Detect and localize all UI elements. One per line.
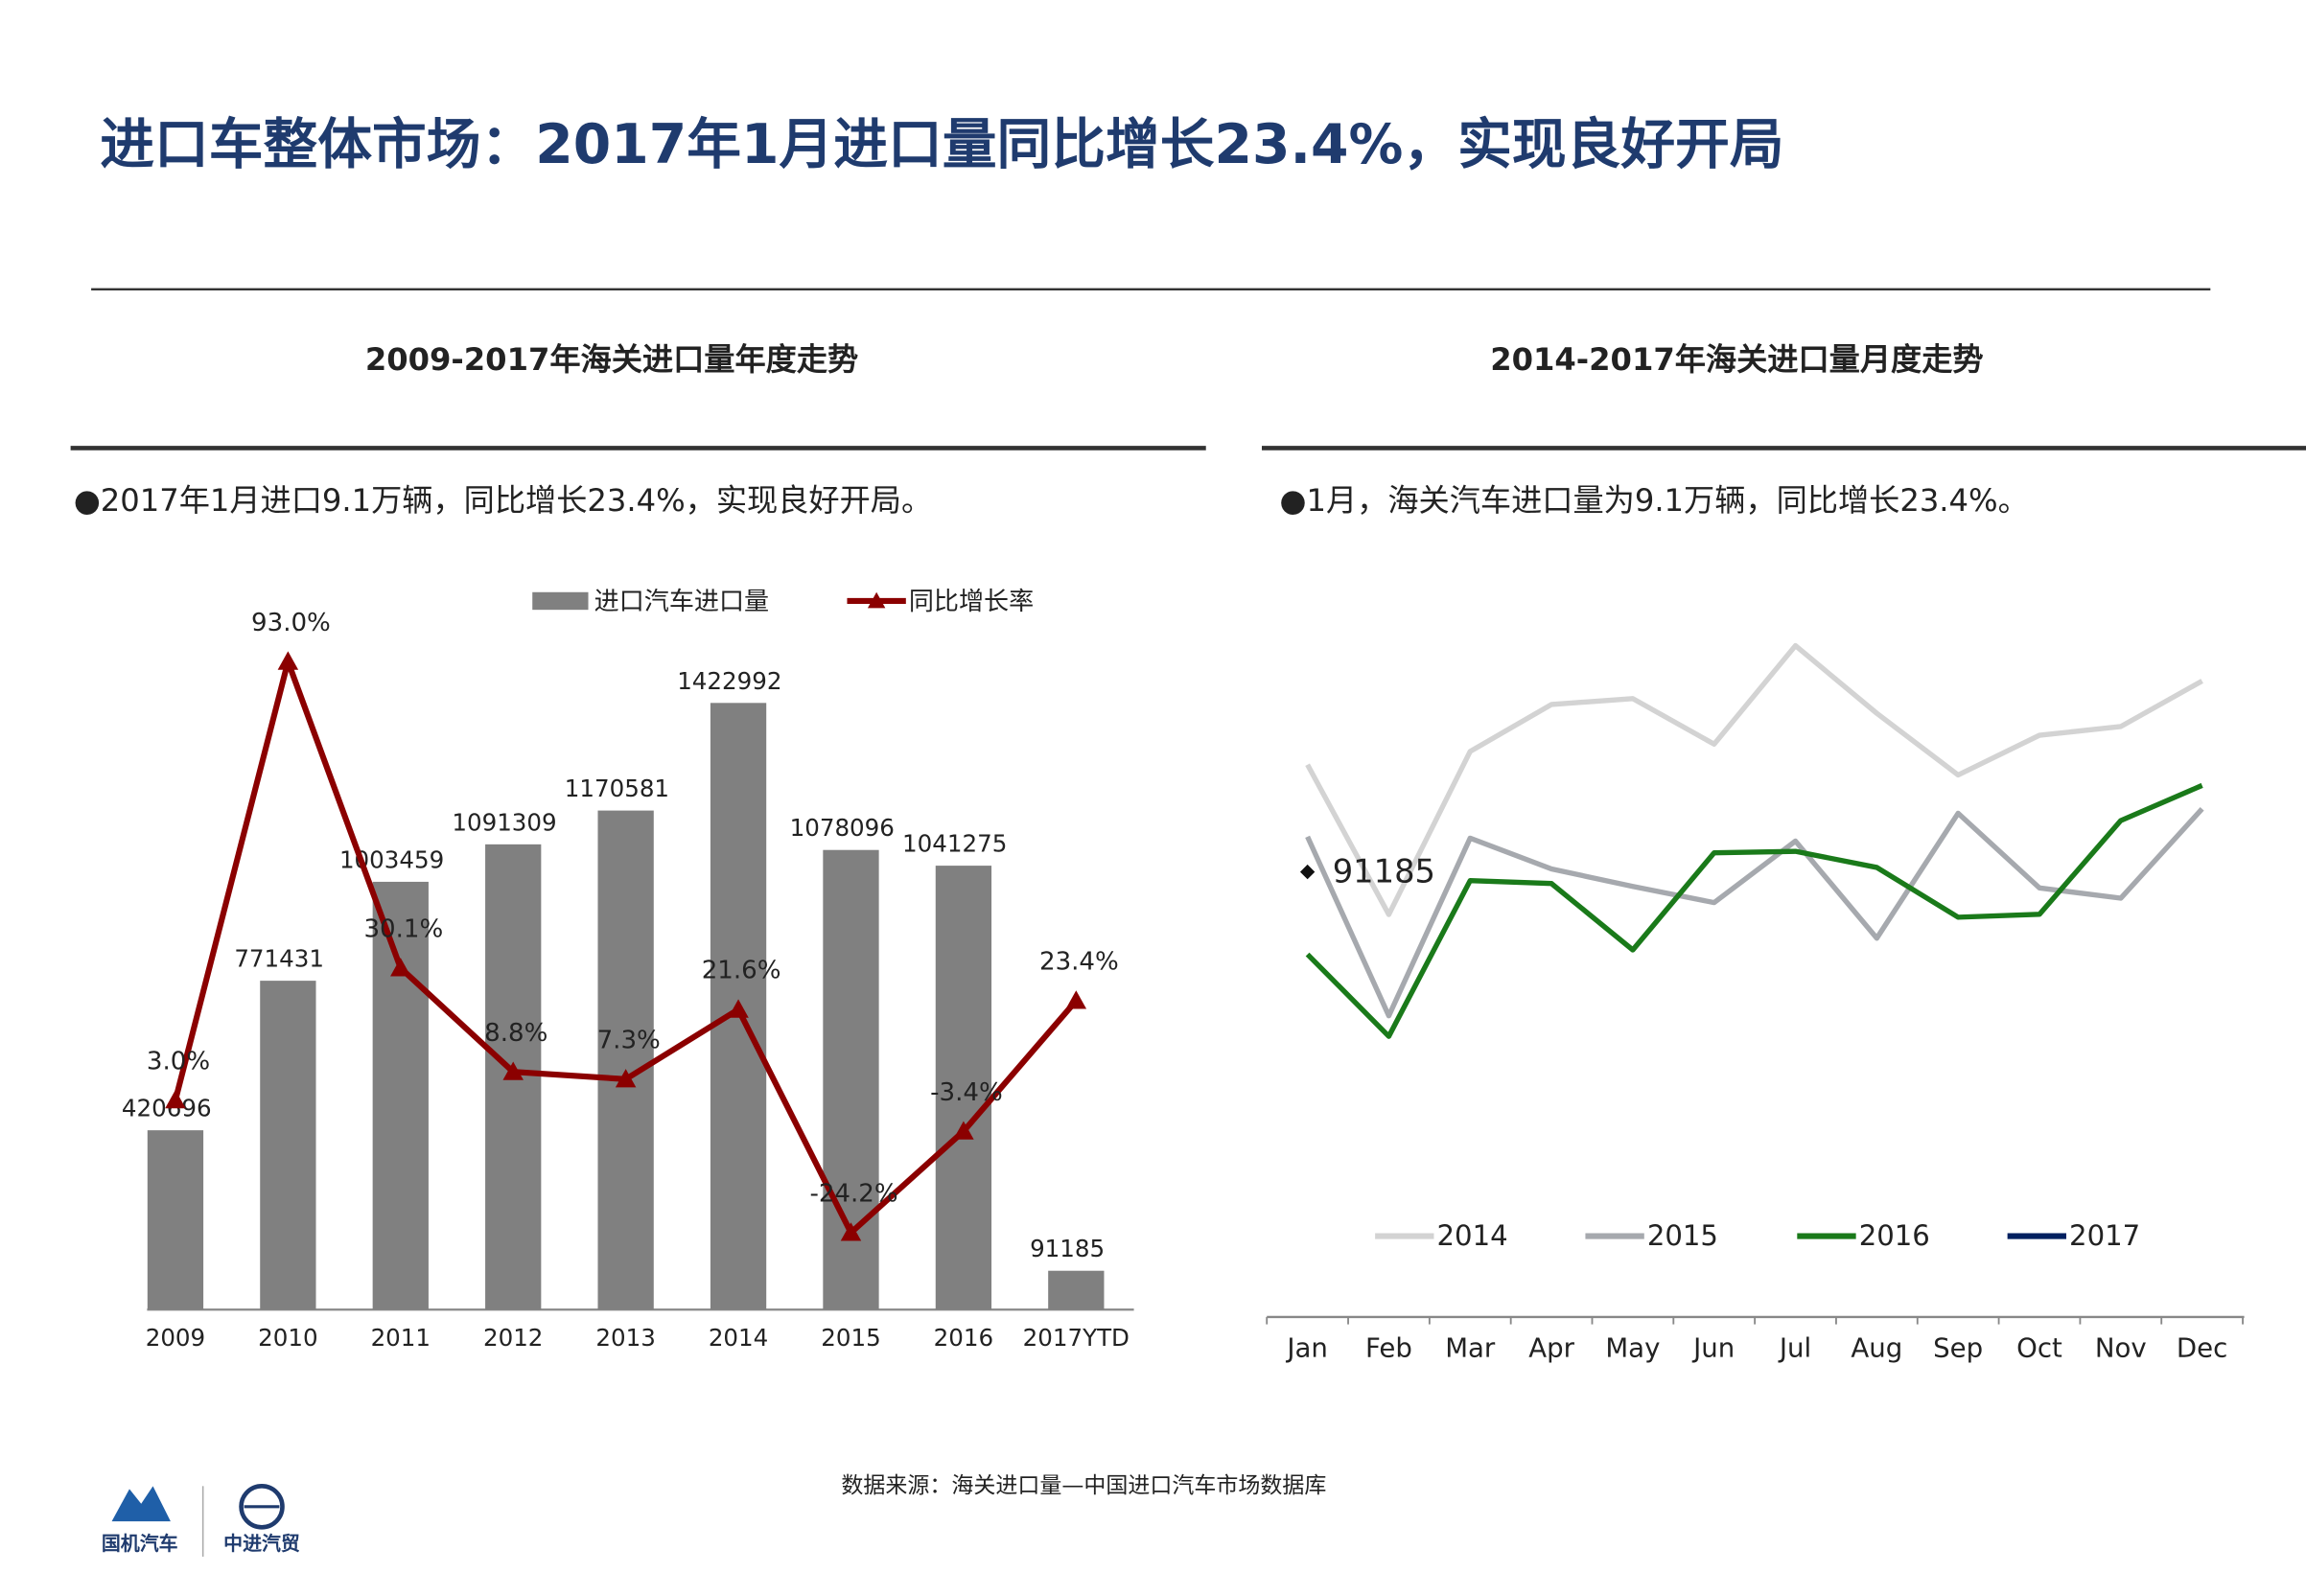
x-tick-label: 2014 [709, 1324, 768, 1352]
line-value-label: -3.4% [930, 1078, 1003, 1107]
chart-subtitle: ●2017年1月进口9.1万辆，同比增长23.4%，实现良好开局。 [74, 482, 932, 519]
x-tick-label: Mar [1445, 1332, 1496, 1364]
line-marker [165, 1089, 186, 1109]
legend-swatch [532, 591, 589, 611]
x-tick-label: 2015 [821, 1324, 880, 1352]
chart-subtitle: ●1月，海关汽车进口量为9.1万辆，同比增长23.4%。 [1279, 482, 2028, 519]
line-value-label: 7.3% [597, 1026, 661, 1054]
slide-title: 进口车整体市场：2017年1月进口量同比增长23.4%，实现良好开局 [100, 113, 1783, 176]
line-value-label: 3.0% [147, 1047, 210, 1076]
x-tick-label: 2009 [146, 1324, 205, 1352]
line-marker [1065, 990, 1087, 1009]
x-tick-label: Jun [1691, 1332, 1735, 1364]
line-value-label: 30.1% [363, 915, 443, 944]
source-note: 数据来源：海关进口量—中国进口汽车市场数据库 [841, 1473, 1326, 1498]
x-tick-label: Jan [1285, 1332, 1328, 1364]
x-tick-label: Feb [1365, 1332, 1412, 1364]
legend-marker [867, 591, 886, 609]
x-tick-label: 2016 [934, 1324, 993, 1352]
logo-text: 国机汽车 [102, 1532, 178, 1555]
legend-label: 2017 [2069, 1219, 2140, 1252]
x-tick-label: Jul [1778, 1332, 1811, 1364]
line-marker [728, 999, 749, 1018]
bar [147, 1130, 204, 1310]
x-tick-label: May [1605, 1332, 1660, 1364]
x-tick-label: 2017YTD [1023, 1324, 1130, 1352]
logo [111, 1484, 285, 1557]
x-tick-label: Dec [2177, 1332, 2227, 1364]
line-value-label: -24.2% [809, 1180, 897, 1209]
bar [1048, 1270, 1105, 1310]
bar [597, 810, 654, 1310]
line-marker [953, 1121, 974, 1140]
x-tick-label: Aug [1851, 1332, 1902, 1364]
x-tick-label: Apr [1528, 1332, 1574, 1364]
bar [260, 981, 316, 1310]
legend-label: 同比增长率 [909, 588, 1034, 616]
line-marker [840, 1222, 862, 1241]
bar [372, 881, 429, 1310]
x-tick-label: 2013 [595, 1324, 655, 1352]
bar-value-label: 1422992 [677, 667, 781, 695]
bar-value-label: 1041275 [902, 830, 1007, 858]
legend-label: 进口汽车进口量 [594, 588, 769, 616]
line-marker [277, 651, 299, 670]
chart-title: 2009-2017年海关进口量年度走势 [365, 341, 858, 378]
series-line [1305, 782, 2203, 1039]
legend-label: 2015 [1647, 1219, 1718, 1252]
x-tick-label: Sep [1933, 1332, 1983, 1364]
x-tick-label: 2010 [258, 1324, 317, 1352]
line-value-label: 93.0% [251, 609, 331, 637]
line-value-label: 23.4% [1039, 948, 1119, 977]
point-value-label: 91185 [1333, 853, 1435, 891]
legend-label: 2016 [1859, 1219, 1930, 1252]
bar-value-label: 1078096 [790, 814, 895, 842]
bar-value-label: 771431 [234, 945, 324, 973]
chart-title: 2014-2017年海关进口量月度走势 [1490, 341, 1983, 378]
bar-value-label: 91185 [1030, 1235, 1105, 1262]
point-marker [1299, 864, 1316, 880]
line-value-label: 21.6% [702, 957, 781, 985]
line-marker [615, 1069, 637, 1088]
bar-value-label: 1170581 [565, 775, 669, 802]
line-marker [502, 1061, 524, 1080]
line-value-label: 8.8% [484, 1019, 547, 1048]
x-tick-label: 2011 [371, 1324, 431, 1352]
series-line [1305, 642, 2203, 917]
logo-text: 中进汽贸 [223, 1532, 300, 1555]
series-line [1305, 807, 2204, 1019]
bar-value-label: 1091309 [452, 808, 556, 836]
legend-label: 2014 [1437, 1219, 1508, 1252]
x-tick-label: 2012 [483, 1324, 543, 1352]
line-marker [390, 958, 411, 977]
x-tick-label: Nov [2095, 1332, 2147, 1364]
x-tick-label: Oct [2016, 1332, 2062, 1364]
bar [935, 866, 992, 1310]
